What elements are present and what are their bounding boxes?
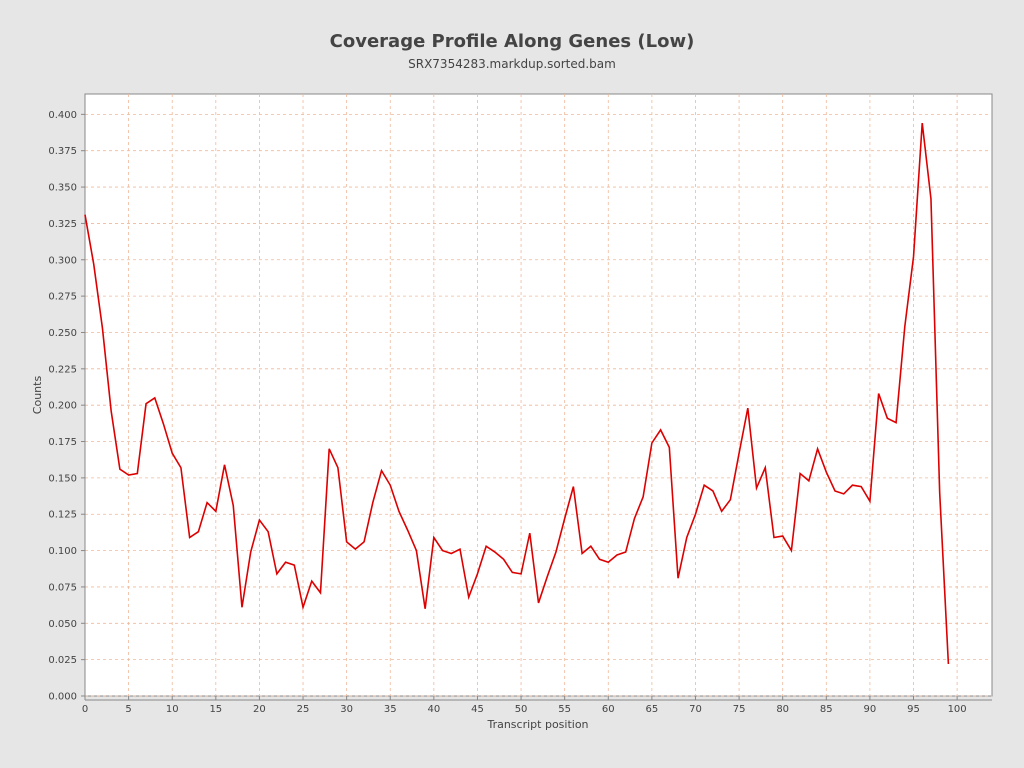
- x-tick-label: 45: [471, 704, 484, 715]
- y-tick-label: 0.000: [48, 692, 77, 703]
- x-tick-label: 95: [907, 704, 920, 715]
- y-tick-label: 0.125: [48, 510, 77, 521]
- grid: [84, 94, 992, 697]
- y-tick-label: 0.325: [48, 219, 77, 230]
- y-tick-label: 0.300: [48, 255, 77, 266]
- x-tick-label: 20: [253, 704, 266, 715]
- plot-area: [84, 93, 993, 697]
- axes: 0.000 0.025 0.050 0.075 0.100 0.125 0.150 0.175…: [48, 94, 992, 715]
- x-tick-label: 60: [602, 704, 615, 715]
- x-tick-label: 50: [515, 704, 528, 715]
- y-tick-label: 0.375: [48, 146, 77, 157]
- y-tick-label: 0.075: [48, 582, 77, 593]
- y-tick-label: 0.200: [48, 401, 77, 412]
- x-tick-label: 10: [166, 704, 179, 715]
- y-tick-label: 0.050: [48, 619, 77, 630]
- x-tick-label: 25: [297, 704, 310, 715]
- x-tick-label: 55: [558, 704, 571, 715]
- x-tick-label: 40: [427, 704, 440, 715]
- y-tick-label: 0.275: [48, 292, 77, 303]
- x-tick-label: 65: [646, 704, 659, 715]
- x-tick-label: 90: [864, 704, 877, 715]
- x-tick-label: 75: [733, 704, 746, 715]
- chart-subtitle: SRX7354283.markdup.sorted.bam: [408, 57, 616, 71]
- y-tick-label: 0.100: [48, 546, 77, 557]
- x-tick-label: 85: [820, 704, 833, 715]
- y-axis-label: Counts: [31, 376, 44, 415]
- x-tick-label: 100: [948, 704, 967, 715]
- y-tick-label: 0.175: [48, 437, 77, 448]
- x-tick-label: 15: [209, 704, 222, 715]
- y-tick-label: 0.150: [48, 473, 77, 484]
- series-line: [84, 122, 950, 665]
- y-tick-label: 0.225: [48, 364, 77, 375]
- x-tick-label: 80: [776, 704, 789, 715]
- chart-title: Coverage Profile Along Genes (Low): [329, 31, 695, 52]
- x-tick-label: 5: [125, 704, 131, 715]
- y-tick-label: 0.400: [48, 110, 77, 121]
- y-tick-label: 0.025: [48, 655, 77, 666]
- x-axis-label: Transcript position: [486, 718, 588, 731]
- y-tick-label: 0.350: [48, 183, 77, 194]
- series-layer: [84, 122, 950, 665]
- y-tick-label: 0.250: [48, 328, 77, 339]
- x-tick-label: 70: [689, 704, 702, 715]
- x-tick-label: 0: [82, 704, 88, 715]
- x-tick-label: 35: [384, 704, 397, 715]
- x-tick-label: 30: [340, 704, 353, 715]
